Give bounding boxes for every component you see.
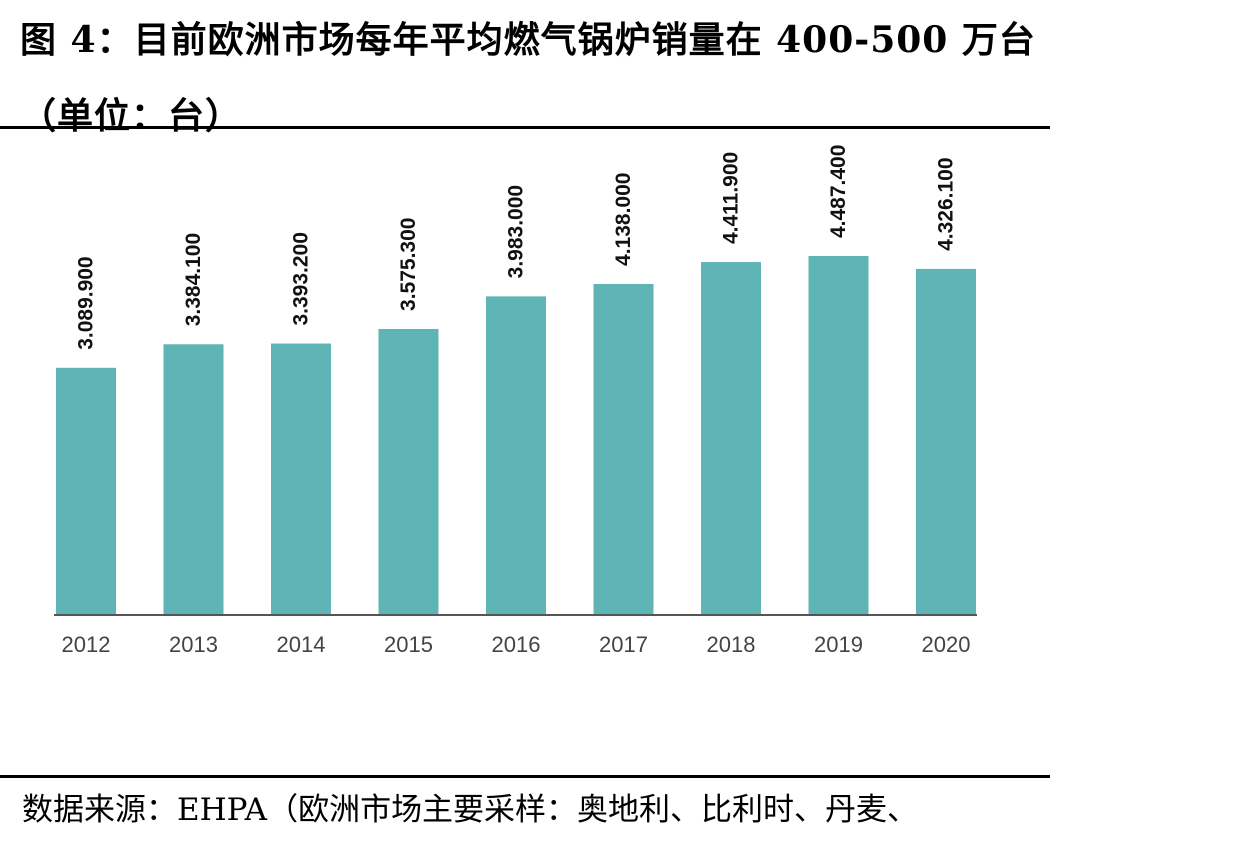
data-label: 3.393.200 [290, 232, 313, 325]
x-tick-label: 2020 [922, 632, 971, 657]
data-label: 3.983.000 [505, 185, 528, 278]
x-tick-label: 2018 [707, 632, 756, 657]
bottom-rule [0, 775, 1050, 778]
x-tick-label: 2012 [62, 632, 111, 657]
bar [378, 328, 439, 615]
data-label: 4.487.400 [827, 145, 850, 238]
bar [593, 283, 654, 615]
data-label: 4.138.000 [612, 173, 635, 266]
data-label: 4.411.900 [720, 152, 743, 244]
x-tick-label: 2019 [814, 632, 863, 657]
bar [916, 268, 976, 615]
figure-title: 图 4：目前欧洲市场每年平均燃气锅炉销量在 400-500 万台（单位：台） [20, 19, 1036, 137]
bar [486, 296, 546, 615]
bar [701, 262, 761, 615]
x-tick-label: 2013 [169, 632, 218, 657]
data-label: 3.089.900 [75, 256, 98, 349]
top-rule [0, 126, 1050, 129]
data-label: 3.384.100 [182, 233, 205, 326]
bar [808, 256, 869, 615]
bar [56, 367, 116, 615]
bar [163, 344, 224, 615]
x-tick-label: 2014 [277, 632, 326, 657]
bar [271, 343, 331, 615]
data-label: 4.326.100 [935, 157, 958, 250]
data-label: 3.575.300 [397, 218, 420, 311]
x-tick-label: 2015 [384, 632, 433, 657]
bar-chart: 3.089.900 2012 3.384.100 2013 3.393.200 2014 3… [54, 145, 977, 657]
source-note: 数据来源：EHPA（欧洲市场主要采样：奥地利、比利时、丹麦、 [22, 792, 919, 828]
x-tick-label: 2016 [492, 632, 541, 657]
x-tick-label: 2017 [599, 632, 648, 657]
